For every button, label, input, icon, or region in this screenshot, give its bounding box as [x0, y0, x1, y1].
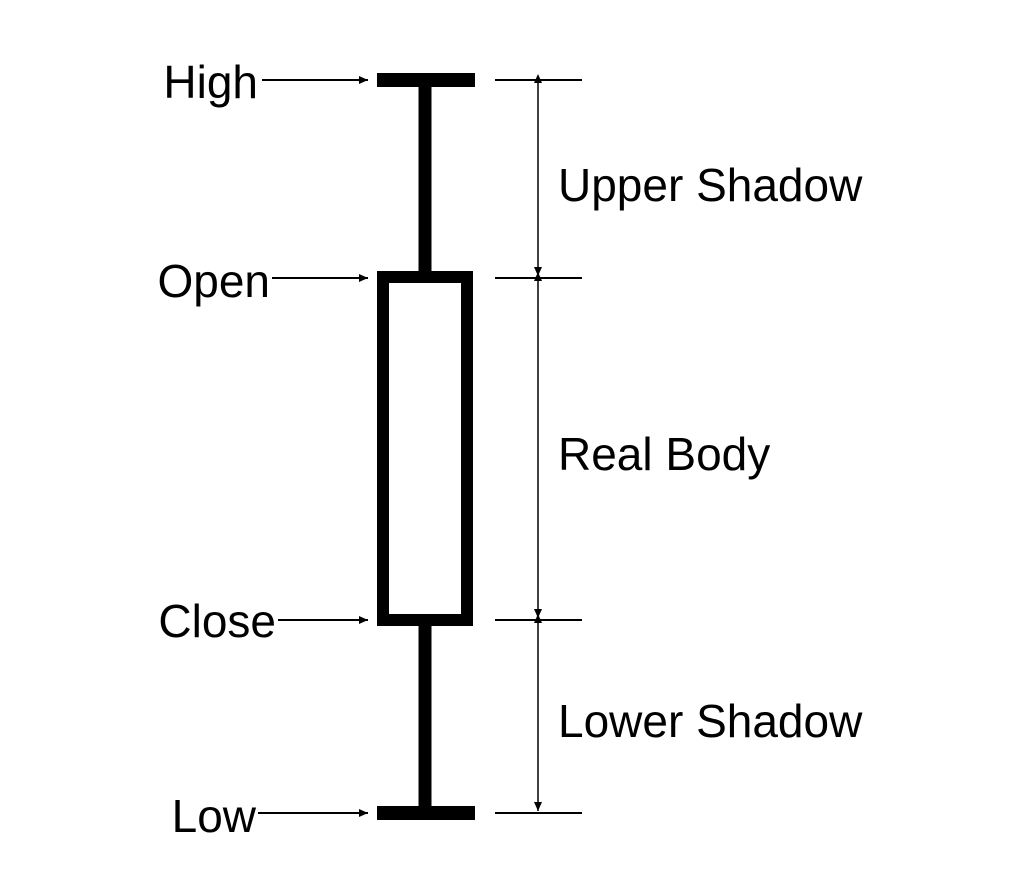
candlestick: [377, 73, 475, 820]
lower-shadow-label: Lower Shadow: [558, 695, 863, 747]
real-body-box: [377, 271, 473, 626]
close-label: Close: [158, 595, 276, 647]
real-body-label: Real Body: [558, 428, 770, 480]
low-label: Low: [172, 790, 257, 842]
high-label: High: [163, 56, 258, 108]
open-label: Open: [157, 255, 270, 307]
upper-shadow-label: Upper Shadow: [558, 159, 863, 211]
